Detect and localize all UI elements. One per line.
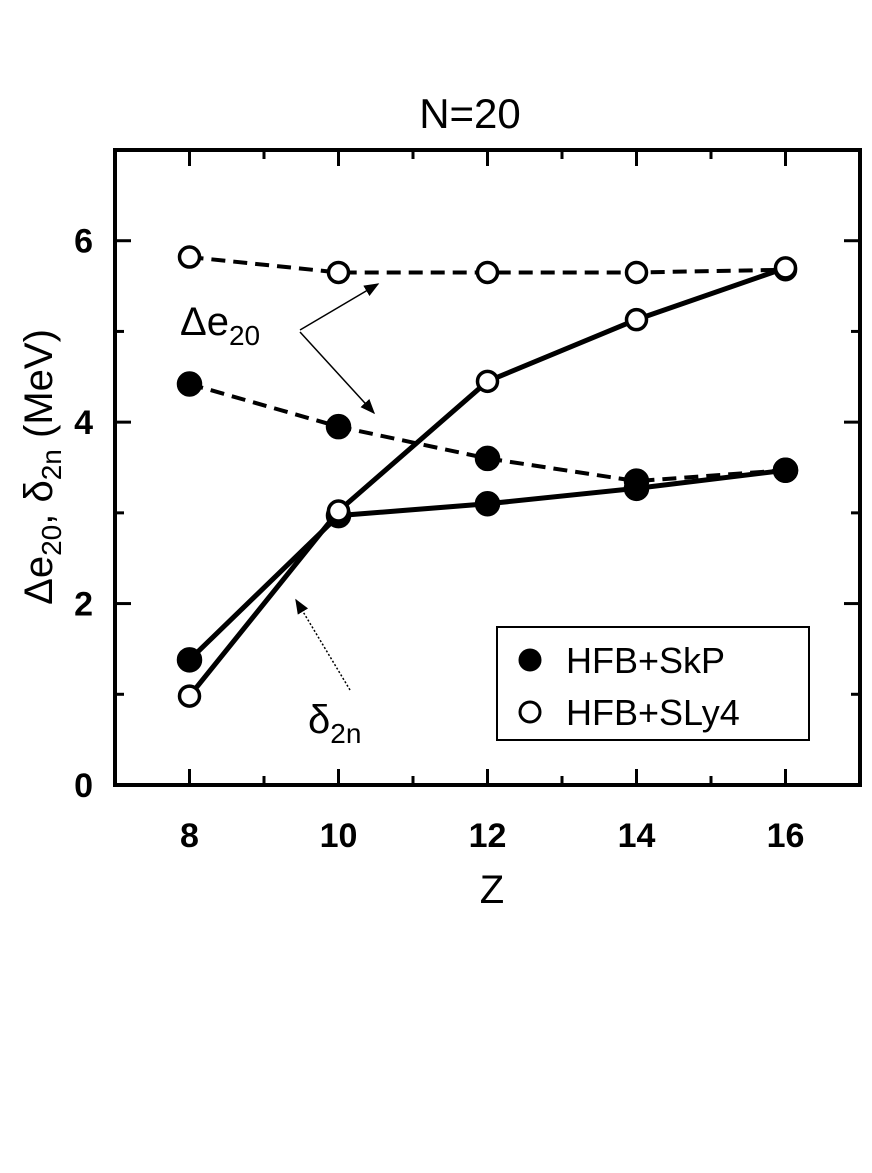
legend-marker-filled bbox=[518, 648, 542, 672]
data-point-2 bbox=[772, 457, 799, 483]
plot-area bbox=[113, 148, 862, 787]
annotation-sub: 2n bbox=[330, 718, 361, 749]
annotation-main: Δe bbox=[180, 300, 229, 344]
data-point-1 bbox=[177, 245, 202, 269]
annotation-arrow-lower bbox=[299, 331, 376, 415]
data-point-1 bbox=[475, 260, 500, 285]
y-tick-label: 4 bbox=[74, 404, 93, 442]
annotation-delta-2n: δ2n bbox=[295, 598, 361, 749]
data-point-3 bbox=[773, 256, 798, 280]
data-point-3 bbox=[326, 499, 351, 523]
data-point-0 bbox=[325, 413, 352, 440]
x-tick-label: 10 bbox=[320, 817, 358, 855]
y-label-sub: 2n bbox=[36, 449, 67, 480]
legend-label: HFB+SkP bbox=[566, 640, 725, 681]
x-tick-label: 8 bbox=[180, 817, 199, 855]
y-tick-labels: 0 2 4 6 bbox=[74, 223, 93, 805]
data-point-3 bbox=[177, 684, 202, 708]
chart-title: N=20 bbox=[419, 90, 521, 137]
data-point-3 bbox=[624, 307, 649, 332]
annotation-arrow bbox=[295, 598, 351, 691]
annotation-main: δ bbox=[308, 698, 330, 742]
data-point-1 bbox=[624, 260, 649, 285]
x-tick-label: 16 bbox=[767, 817, 805, 855]
y-tick-label: 6 bbox=[74, 223, 93, 261]
series-line-0 bbox=[188, 382, 786, 484]
series-markers bbox=[176, 245, 799, 708]
y-label-part: Δe bbox=[17, 556, 61, 605]
legend-marker-open bbox=[518, 700, 542, 724]
annotation-label: Δe20 bbox=[180, 300, 260, 351]
annotation-sub: 20 bbox=[229, 320, 260, 351]
legend: HFB+SkP HFB+SLy4 bbox=[496, 626, 810, 741]
data-point-0 bbox=[176, 371, 203, 397]
data-point-2 bbox=[623, 475, 650, 502]
data-point-0 bbox=[474, 445, 501, 472]
legend-label: HFB+SLy4 bbox=[566, 692, 740, 733]
axis-ticks bbox=[113, 148, 862, 787]
annotation-arrow-upper bbox=[299, 283, 380, 331]
data-point-2 bbox=[474, 491, 501, 517]
data-point-2 bbox=[176, 647, 203, 673]
x-tick-labels: 8 10 12 14 16 bbox=[180, 817, 804, 855]
x-tick-label: 12 bbox=[469, 817, 507, 855]
y-tick-label: 2 bbox=[74, 586, 93, 624]
y-tick-label: 0 bbox=[74, 767, 93, 805]
x-tick-label: 14 bbox=[618, 817, 656, 855]
y-axis-label: Δe20, δ2n (MeV) bbox=[17, 329, 67, 605]
data-point-3 bbox=[475, 369, 500, 394]
annotation-label: δ2n bbox=[308, 698, 361, 749]
x-axis-label: Z bbox=[480, 868, 504, 912]
legend-box bbox=[496, 626, 810, 741]
y-label-part: (MeV) bbox=[17, 329, 61, 449]
y-label-sub: 20 bbox=[36, 525, 67, 556]
y-label-part: , δ bbox=[17, 480, 61, 525]
annotation-delta-e20: Δe20 bbox=[180, 283, 380, 415]
data-point-1 bbox=[326, 260, 351, 285]
